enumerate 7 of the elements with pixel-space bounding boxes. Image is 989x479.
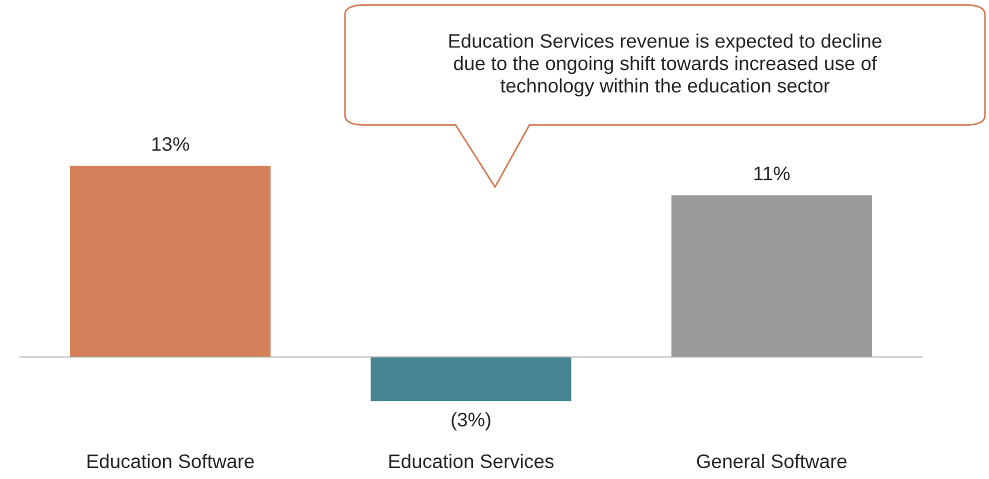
text: Education Services revenue is expected to decline due to the ongoing shift towards increased use of technology within the education sector	[449, 34, 882, 96]
data-label: (3%)	[452, 412, 490, 430]
x-tick-label: Education Services	[389, 454, 554, 468]
data-label: 13%	[152, 137, 190, 151]
x-tick-label: Education Software	[88, 454, 254, 468]
data-label: 11%	[754, 166, 790, 180]
x-tick-label: General Software	[696, 454, 846, 468]
